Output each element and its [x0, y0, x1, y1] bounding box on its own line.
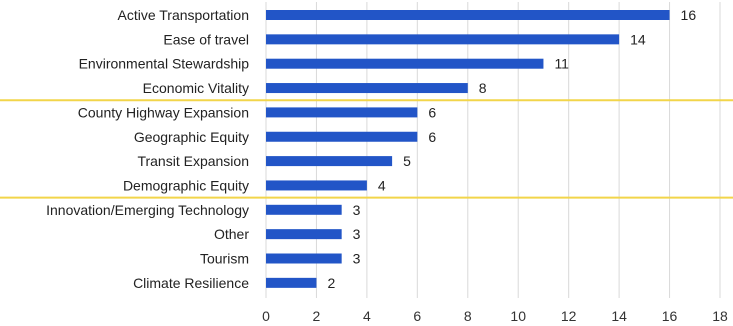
- bar: [266, 204, 342, 215]
- category-label: County Highway Expansion: [78, 104, 249, 120]
- data-label: 16: [681, 7, 697, 23]
- bar: [266, 58, 544, 69]
- bar: [266, 156, 393, 167]
- x-tick-label: 12: [561, 308, 577, 324]
- bar: [266, 253, 342, 264]
- category-label: Ease of travel: [163, 31, 249, 47]
- data-label: 11: [554, 56, 569, 72]
- data-label: 2: [327, 275, 335, 291]
- data-label: 6: [428, 129, 436, 145]
- bar: [266, 34, 620, 45]
- data-label: 14: [630, 31, 646, 47]
- bars: [266, 10, 670, 288]
- data-label: 5: [403, 153, 411, 169]
- bar: [266, 107, 418, 118]
- category-label: Tourism: [200, 251, 249, 267]
- data-label: 3: [353, 251, 361, 267]
- data-label: 3: [353, 202, 361, 218]
- category-label: Demographic Equity: [123, 177, 249, 193]
- category-label: Innovation/Emerging Technology: [46, 202, 249, 218]
- bar: [266, 10, 670, 20]
- category-label: Active Transportation: [117, 7, 249, 23]
- category-label: Other: [214, 226, 249, 242]
- x-tick-label: 16: [662, 308, 678, 324]
- category-label: Transit Expansion: [137, 153, 249, 169]
- x-tick-label: 4: [363, 308, 371, 324]
- value-labels: 16 14 11 8 6 6 5 4 3 3 3 2: [327, 7, 696, 291]
- x-tick-label: 6: [413, 308, 421, 324]
- data-label: 6: [428, 104, 436, 120]
- gridlines: [265, 2, 721, 298]
- x-tick-label: 8: [464, 308, 472, 324]
- x-tick-label: 14: [611, 308, 627, 324]
- x-tick-label: 0: [262, 308, 270, 324]
- x-tick-label: 18: [712, 308, 728, 324]
- category-label: Climate Resilience: [133, 275, 249, 291]
- category-label: Economic Vitality: [143, 80, 249, 96]
- data-label: 3: [353, 226, 361, 242]
- group-separators: [0, 99, 733, 199]
- x-axis-ticks: 0 2 4 6 8 10 12 14 16 18: [262, 308, 728, 324]
- bar: [266, 229, 342, 240]
- x-tick-label: 2: [313, 308, 321, 324]
- data-label: 4: [378, 177, 386, 193]
- category-label: Environmental Stewardship: [79, 56, 250, 72]
- bar: [266, 277, 317, 288]
- x-tick-label: 10: [510, 308, 526, 324]
- bar: [266, 131, 418, 142]
- bar: [266, 180, 367, 191]
- category-label: Geographic Equity: [134, 129, 249, 145]
- bar: [266, 83, 468, 94]
- category-labels: Active Transportation Ease of travel Envir…: [46, 7, 249, 291]
- data-label: 8: [479, 80, 487, 96]
